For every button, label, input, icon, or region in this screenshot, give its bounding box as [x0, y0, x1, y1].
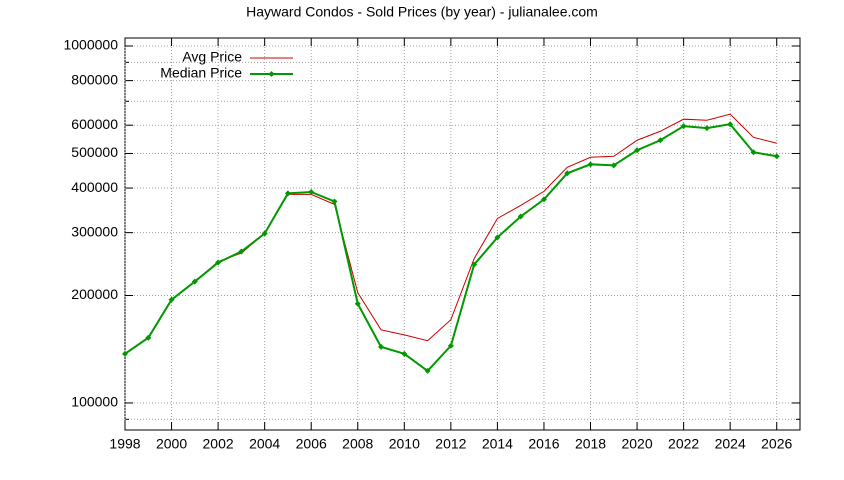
- point-marker: [354, 300, 361, 307]
- y-tick-label: 600000: [71, 116, 118, 132]
- point-marker: [215, 259, 222, 266]
- x-tick-label: 2004: [249, 436, 280, 452]
- x-tick-label: 2008: [342, 436, 373, 452]
- y-tick-label: 1000000: [63, 37, 118, 53]
- point-marker: [122, 350, 128, 357]
- point-marker: [494, 234, 501, 241]
- y-tick-label: 800000: [71, 71, 118, 87]
- legend-label: Median Price: [160, 65, 242, 81]
- x-tick-label: 2022: [668, 436, 699, 452]
- point-marker: [634, 147, 641, 154]
- point-marker: [401, 350, 408, 357]
- point-marker: [168, 296, 175, 303]
- point-marker: [145, 334, 152, 341]
- point-marker: [261, 230, 268, 237]
- x-tick-label: 2002: [203, 436, 234, 452]
- x-tick-label: 2014: [482, 436, 513, 452]
- chart-title: Hayward Condos - Sold Prices (by year) -…: [246, 4, 598, 20]
- x-tick-label: 2000: [156, 436, 187, 452]
- point-marker: [447, 342, 454, 349]
- x-tick-label: 2026: [761, 436, 792, 452]
- point-marker: [308, 188, 315, 195]
- y-tick-label: 300000: [71, 223, 118, 239]
- point-marker: [238, 248, 245, 255]
- x-tick-label: 2012: [435, 436, 466, 452]
- x-tick-label: 1998: [109, 436, 140, 452]
- point-marker: [540, 196, 547, 203]
- y-tick-label: 400000: [71, 179, 118, 195]
- x-tick-label: 2010: [389, 436, 420, 452]
- point-marker: [378, 343, 385, 350]
- point-marker: [680, 123, 687, 130]
- point-marker: [471, 261, 478, 268]
- point-marker: [587, 161, 594, 168]
- point-marker: [284, 190, 291, 197]
- point-marker: [517, 213, 524, 220]
- x-tick-label: 2006: [296, 436, 327, 452]
- point-marker: [657, 137, 664, 144]
- x-tick-label: 2024: [715, 436, 746, 452]
- y-tick-label: 500000: [71, 144, 118, 160]
- point-marker: [750, 149, 757, 156]
- x-tick-label: 2018: [575, 436, 606, 452]
- point-marker: [191, 278, 198, 285]
- x-tick-label: 2016: [528, 436, 559, 452]
- point-marker: [773, 153, 780, 160]
- point-marker: [727, 121, 734, 128]
- point-marker: [564, 170, 571, 177]
- point-marker: [331, 198, 338, 205]
- x-tick-label: 2020: [621, 436, 652, 452]
- plot-frame: [124, 37, 801, 431]
- point-marker: [424, 367, 431, 374]
- point-marker: [610, 162, 617, 169]
- point-marker: [703, 125, 710, 132]
- y-tick-label: 100000: [71, 394, 118, 410]
- y-tick-label: 200000: [71, 286, 118, 302]
- legend-label: Avg Price: [182, 49, 242, 65]
- legend-marker: [268, 71, 275, 77]
